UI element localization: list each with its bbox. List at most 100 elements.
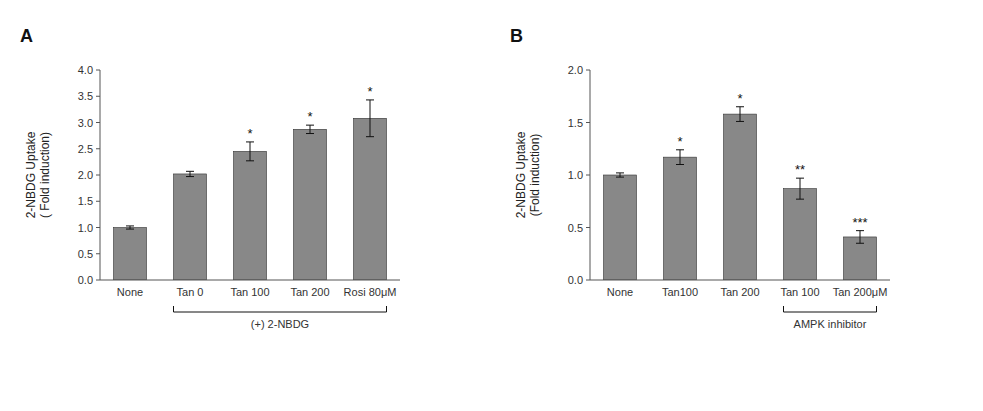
error-cap bbox=[186, 176, 194, 177]
error-bar bbox=[370, 100, 371, 137]
x-tick-label: Tan 200 bbox=[290, 286, 329, 298]
x-tick-label: None bbox=[117, 286, 143, 298]
y-tick-label: 1.5 bbox=[78, 195, 93, 207]
bar bbox=[664, 157, 697, 280]
bar bbox=[114, 228, 147, 281]
significance-marker: *** bbox=[852, 215, 867, 230]
panel: A0.00.51.01.52.02.53.03.54.02-NBDG Uptak… bbox=[20, 26, 400, 330]
panel: B 0.0 0.5 1.0 1.5 2.0 2-NBDG Uptake(Fold induc… bbox=[510, 26, 890, 330]
y-tick bbox=[96, 280, 100, 281]
error-cap bbox=[676, 149, 684, 150]
significance-marker: * bbox=[677, 134, 682, 149]
y-tick-label: 0.5 bbox=[78, 248, 93, 260]
bracket-label: (+) 2-NBDG bbox=[251, 318, 309, 330]
error-cap bbox=[856, 243, 864, 244]
bar bbox=[294, 129, 327, 280]
error-bar bbox=[310, 125, 311, 133]
significance-marker: * bbox=[737, 91, 742, 106]
y-tick-label: 2.0 bbox=[568, 64, 583, 76]
y-tick-label: 3.5 bbox=[78, 90, 93, 102]
error-cap bbox=[306, 133, 314, 134]
y-axis-label: 2-NBDG Uptake(Fold induction) bbox=[514, 131, 542, 218]
x-tick-label: Tan100 bbox=[662, 286, 698, 298]
error-bar bbox=[680, 150, 681, 165]
error-bar bbox=[860, 231, 861, 244]
significance-marker: ** bbox=[795, 162, 805, 177]
bar bbox=[234, 151, 267, 280]
y-tick-label: 2.5 bbox=[78, 143, 93, 155]
error-cap bbox=[366, 136, 374, 137]
y-tick bbox=[96, 96, 100, 97]
bracket bbox=[784, 306, 877, 312]
y-axis bbox=[100, 70, 101, 280]
error-cap bbox=[736, 106, 744, 107]
significance-marker: * bbox=[307, 109, 312, 124]
bar bbox=[604, 175, 637, 280]
y-tick bbox=[96, 122, 100, 123]
x-tick-label: Rosi 80μM bbox=[344, 286, 397, 298]
marks bbox=[604, 107, 877, 280]
significance-marker: * bbox=[247, 126, 252, 141]
y-axis-label: 2-NBDG Uptake( Fold induction) bbox=[24, 131, 52, 218]
error-cap bbox=[796, 178, 804, 179]
y-tick bbox=[586, 122, 590, 123]
y-tick-label: 0.5 bbox=[568, 222, 583, 234]
y-tick bbox=[96, 227, 100, 228]
error-cap bbox=[126, 229, 134, 230]
error-bar bbox=[250, 142, 251, 161]
error-cap bbox=[126, 225, 134, 226]
error-cap bbox=[246, 160, 254, 161]
y-tick bbox=[96, 148, 100, 149]
bar bbox=[784, 189, 817, 280]
error-cap bbox=[796, 199, 804, 200]
x-tick-label: Tan 0 bbox=[177, 286, 204, 298]
error-bar bbox=[190, 171, 191, 176]
error-cap bbox=[186, 171, 194, 172]
error-cap bbox=[366, 99, 374, 100]
error-cap bbox=[856, 230, 864, 231]
y-tick-label: 0.0 bbox=[78, 274, 93, 286]
x-tick-label: Tan 100 bbox=[230, 286, 269, 298]
y-tick-label: 2.0 bbox=[78, 169, 93, 181]
y-tick bbox=[586, 227, 590, 228]
error-cap bbox=[736, 121, 744, 122]
chart-root: A 0.0 0.5 1.0 1.5 2.0 2.5 3.0 3.5 4.0 2-NBDG Uptak… bbox=[0, 0, 983, 411]
panel-label: A bbox=[20, 26, 33, 46]
error-cap bbox=[676, 164, 684, 165]
y-tick-label: 1.5 bbox=[568, 117, 583, 129]
y-tick-label: 3.0 bbox=[78, 117, 93, 129]
y-tick bbox=[96, 201, 100, 202]
error-cap bbox=[616, 177, 624, 178]
bracket-label: AMPK inhibitor bbox=[794, 318, 867, 330]
y-axis bbox=[590, 70, 591, 280]
y-tick-label: 1.0 bbox=[568, 169, 583, 181]
error-cap bbox=[616, 172, 624, 173]
bracket bbox=[174, 306, 387, 312]
y-tick bbox=[96, 253, 100, 254]
error-bar bbox=[620, 173, 621, 177]
y-tick bbox=[586, 70, 590, 71]
error-bar bbox=[740, 107, 741, 122]
bar bbox=[724, 114, 757, 280]
error-cap bbox=[246, 141, 254, 142]
marks bbox=[114, 100, 387, 280]
y-tick bbox=[96, 70, 100, 71]
error-cap bbox=[306, 125, 314, 126]
x-tick-label: Tan 200 bbox=[720, 286, 759, 298]
bar bbox=[354, 118, 387, 280]
y-tick bbox=[586, 175, 590, 176]
y-tick bbox=[96, 175, 100, 176]
significance-marker: * bbox=[367, 84, 372, 99]
x-tick-label: Tan 200μM bbox=[833, 286, 888, 298]
bar bbox=[844, 237, 877, 280]
bar bbox=[174, 174, 207, 280]
x-tick-label: Tan 100 bbox=[780, 286, 819, 298]
y-tick-label: 4.0 bbox=[78, 64, 93, 76]
x-axis bbox=[590, 280, 890, 281]
panel-label: B bbox=[510, 26, 523, 46]
x-axis bbox=[100, 280, 400, 281]
error-bar bbox=[800, 178, 801, 199]
y-tick-label: 0.0 bbox=[568, 274, 583, 286]
y-tick bbox=[586, 280, 590, 281]
x-tick-label: None bbox=[607, 286, 633, 298]
